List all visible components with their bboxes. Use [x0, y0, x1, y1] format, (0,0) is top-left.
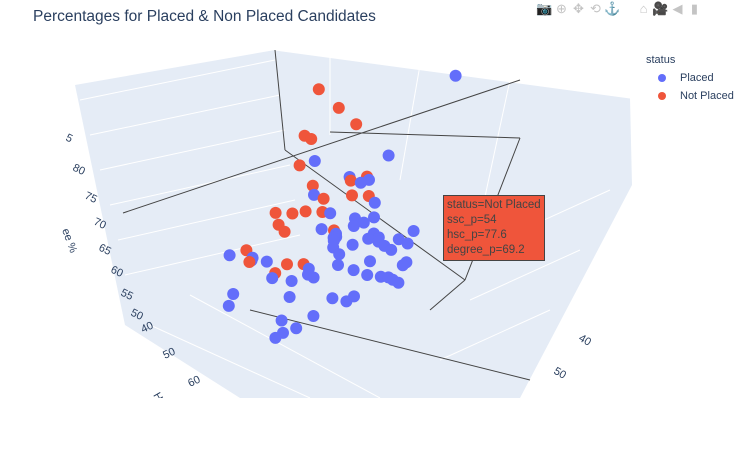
placed-point[interactable]: [324, 207, 337, 220]
placed-marker-icon: [658, 74, 666, 82]
orbit-rotation-icon[interactable]: ⟲: [590, 1, 601, 16]
ssc-tick-label: 50: [552, 365, 569, 382]
legend-item-placed[interactable]: Placed: [658, 72, 734, 84]
placed-point[interactable]: [222, 299, 235, 312]
not-placed-point[interactable]: [269, 206, 282, 219]
placed-point[interactable]: [362, 232, 375, 245]
placed-point[interactable]: [266, 272, 279, 285]
not-placed-point[interactable]: [312, 83, 325, 96]
pan-icon[interactable]: ✥: [573, 1, 584, 16]
placed-point[interactable]: [315, 223, 328, 236]
not-placed-point[interactable]: [332, 101, 345, 114]
placed-point[interactable]: [361, 269, 374, 281]
placed-point[interactable]: [364, 255, 376, 268]
degree-tick-label: 50: [129, 307, 145, 323]
placed-point[interactable]: [401, 237, 414, 250]
legend-title: status: [646, 54, 676, 66]
placed-point[interactable]: [308, 188, 320, 201]
hover-tooltip: status=Not Placed ssc_p=54 hsc_p=77.6 de…: [443, 195, 545, 261]
placed-point[interactable]: [227, 288, 240, 300]
placed-point[interactable]: [449, 69, 462, 82]
placed-point[interactable]: [396, 259, 409, 272]
legend-label: Not Placed: [680, 90, 734, 102]
placed-point[interactable]: [368, 211, 380, 224]
degree-tick-label: 75: [83, 190, 99, 206]
placed-point[interactable]: [357, 216, 370, 229]
zoom-icon[interactable]: ⊕: [556, 1, 567, 16]
placed-point[interactable]: [382, 149, 395, 162]
placed-point[interactable]: [392, 276, 405, 289]
ssc-tick-label: 40: [577, 332, 594, 349]
placed-point[interactable]: [326, 292, 339, 305]
tooltip-hsc: hsc_p=77.6: [447, 229, 507, 241]
not-placed-point[interactable]: [350, 118, 363, 131]
not-placed-point[interactable]: [305, 133, 318, 145]
not-placed-point[interactable]: [306, 179, 319, 192]
legend-item-not-placed[interactable]: Not Placed: [658, 90, 734, 102]
legend-label: Placed: [680, 72, 714, 84]
tooltip-ssc: ssc_p=54: [447, 214, 497, 226]
tooltip-status: status=Not Placed: [447, 199, 541, 211]
placed-point[interactable]: [307, 310, 320, 322]
hover-tag-icon[interactable]: ◀: [672, 1, 683, 16]
placed-point[interactable]: [368, 196, 381, 209]
placed-point[interactable]: [346, 238, 359, 251]
not-placed-point[interactable]: [317, 192, 330, 205]
placed-point[interactable]: [275, 314, 288, 327]
degree-tick-label: 80: [71, 162, 87, 178]
hsc-axis-title: Hi: [150, 391, 166, 399]
placed-point[interactable]: [347, 264, 360, 277]
placed-point[interactable]: [354, 176, 367, 189]
placed-point[interactable]: [407, 225, 420, 237]
placed-point[interactable]: [385, 243, 398, 256]
placed-point[interactable]: [285, 275, 298, 287]
plotly-logo-icon[interactable]: ▮: [690, 1, 699, 16]
degree-tick-label: 60: [109, 264, 125, 280]
placed-point[interactable]: [260, 255, 273, 268]
axis-lines: [122, 49, 531, 381]
not-placed-point[interactable]: [346, 189, 358, 202]
degree-tick-label: 70: [92, 216, 108, 232]
placed-point[interactable]: [333, 248, 346, 261]
degree-axis-title: ee %: [59, 227, 79, 255]
placed-point[interactable]: [283, 291, 296, 303]
not-placed-point[interactable]: [281, 258, 293, 271]
home-icon[interactable]: ⌂: [639, 1, 648, 16]
not-placed-point[interactable]: [344, 174, 357, 187]
placed-point[interactable]: [340, 295, 353, 308]
hsc-tick-label: 50: [161, 346, 177, 362]
not-placed-marker-icon: [658, 92, 666, 100]
placed-point[interactable]: [347, 220, 360, 232]
degree-tick-label: 5: [64, 132, 75, 145]
placed-point[interactable]: [308, 155, 321, 167]
camera-icon[interactable]: 📷: [536, 1, 553, 16]
legend: status Placed Not Placed: [646, 54, 734, 102]
degree-tick-label: 55: [119, 287, 135, 303]
turntable-icon[interactable]: ⚓: [604, 1, 621, 16]
not-placed-point[interactable]: [243, 256, 256, 268]
chart-title: Percentages for Placed & Non Placed Cand…: [33, 8, 376, 25]
placed-point[interactable]: [290, 322, 303, 335]
not-placed-point[interactable]: [278, 225, 291, 238]
modebar: 📷 ⊕ ✥ ⟲ ⚓ ⌂ 🎥 ◀ ▮: [536, 1, 703, 17]
hsc-tick-label: 40: [139, 320, 155, 336]
placed-point[interactable]: [223, 249, 236, 262]
placed-point[interactable]: [332, 259, 344, 271]
camera-reset-icon[interactable]: 🎥: [652, 1, 669, 16]
hsc-tick-label: 60: [186, 374, 202, 390]
degree-tick-label: 65: [97, 242, 113, 258]
placed-point[interactable]: [307, 271, 320, 284]
not-placed-point[interactable]: [286, 207, 299, 220]
not-placed-point[interactable]: [299, 205, 312, 218]
not-placed-point[interactable]: [293, 159, 306, 172]
tooltip-degree: degree_p=69.2: [447, 244, 525, 256]
placed-point[interactable]: [269, 331, 282, 344]
